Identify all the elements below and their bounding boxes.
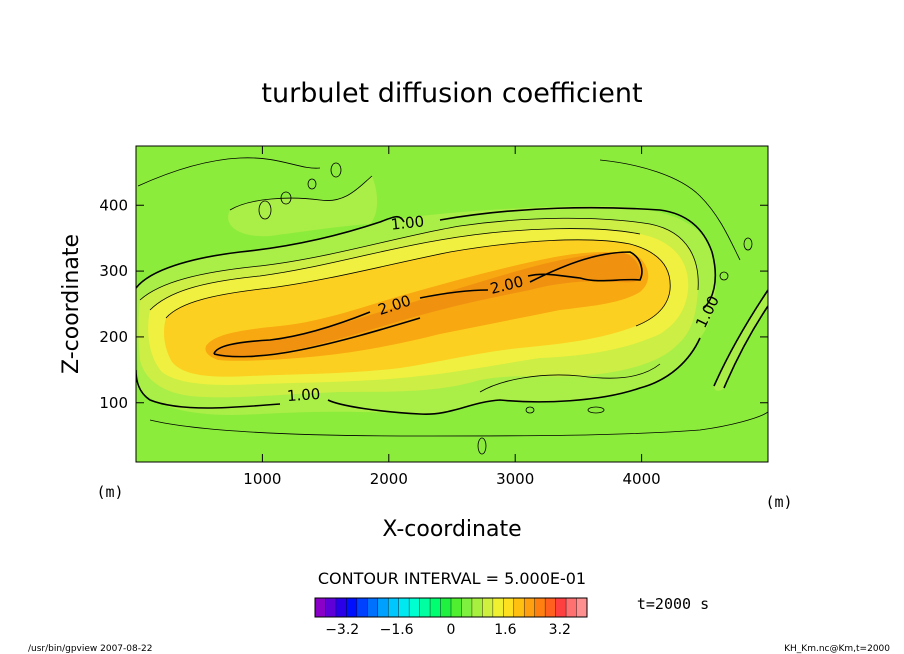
colorbar-swatch xyxy=(315,598,326,617)
chart-title: turbulet diffusion coefficient xyxy=(261,78,642,109)
colorbar-swatch xyxy=(440,598,452,617)
level-6-fill xyxy=(214,252,641,358)
time-label: t=2000 s xyxy=(637,595,709,613)
right-band-fill xyxy=(714,290,768,391)
colorbar-tick-label: −1.6 xyxy=(380,622,414,638)
contour-line xyxy=(136,369,281,409)
contour-loop xyxy=(743,237,753,251)
contour-loop xyxy=(280,191,292,205)
colorbar-swatch xyxy=(398,598,410,617)
contour-line xyxy=(327,337,701,415)
y-tick-label: 300 xyxy=(99,262,128,280)
y-tick-label: 100 xyxy=(99,394,128,412)
colorbar-swatch xyxy=(576,598,588,617)
colorbar-tick-label: 3.2 xyxy=(549,622,571,638)
colorbar-swatch xyxy=(503,598,515,617)
footer-left: /usr/bin/gpview 2007-08-22 xyxy=(28,644,152,654)
contour-lines xyxy=(136,157,768,455)
contour-loop xyxy=(258,200,272,220)
x-unit-left: (m) xyxy=(96,483,123,501)
contour-label: 1.00 xyxy=(390,212,425,233)
colorbar-swatch xyxy=(388,598,400,617)
colorbar-swatch xyxy=(430,598,441,617)
contour-line xyxy=(137,157,321,187)
colorbar xyxy=(314,597,588,618)
colorbar-swatch xyxy=(482,598,494,617)
colorbar-frame xyxy=(314,597,588,618)
contour-line xyxy=(599,159,741,261)
x-axis-label: X-coordinate xyxy=(382,517,521,542)
x-unit-right: (m) xyxy=(765,493,792,511)
y-tick-label: 200 xyxy=(99,328,128,346)
colorbar-swatch xyxy=(356,598,368,617)
footer-right: KH_Km.nc@Km,t=2000 xyxy=(784,644,890,654)
contour-line xyxy=(419,289,489,299)
colorbar-tick-label: 1.6 xyxy=(494,622,516,638)
colorbar-swatch xyxy=(451,598,462,617)
colorbar-swatch xyxy=(461,598,473,617)
contour-loop xyxy=(330,162,342,178)
colorbar-swatch xyxy=(377,598,389,617)
contour-line xyxy=(165,239,671,327)
contour-loop xyxy=(525,406,535,414)
contour-line xyxy=(136,215,405,289)
contour-line xyxy=(149,411,768,437)
x-tick-label: 3000 xyxy=(496,470,534,488)
colorbar-swatch xyxy=(325,598,337,617)
colorbar-swatch xyxy=(545,598,557,617)
plot-frame xyxy=(135,145,769,463)
colorbar-swatch xyxy=(524,598,536,617)
contour-line xyxy=(149,228,641,311)
colorbar-swatch xyxy=(566,598,577,617)
colorbar-swatch xyxy=(492,598,504,617)
colorbar-swatch xyxy=(419,598,431,617)
colorbar-tick-label: −3.2 xyxy=(325,622,359,638)
contour-line xyxy=(723,305,768,389)
upper-blobs-fill xyxy=(228,176,378,237)
colorbar-swatch xyxy=(346,598,358,617)
contour-loop xyxy=(587,406,605,414)
contour-interval: CONTOUR INTERVAL = 5.000E-01 xyxy=(318,569,586,588)
colorbar-swatch xyxy=(513,598,525,617)
contour-line xyxy=(527,251,643,283)
colorbar-tick-label: 0 xyxy=(447,622,456,638)
contour-line xyxy=(713,289,768,387)
x-axis-ticks: 1000 2000 3000 4000 xyxy=(243,146,661,488)
contour-line xyxy=(139,217,699,301)
contour-label: 1.00 xyxy=(286,385,321,405)
x-tick-label: 2000 xyxy=(370,470,408,488)
colorbar-swatch xyxy=(534,598,546,617)
contour-loop xyxy=(477,437,487,455)
y-axis-label: Z-coordinate xyxy=(59,234,84,374)
colorbar-swatch xyxy=(555,598,567,617)
colorbar-swatch xyxy=(335,598,347,617)
colorbar-tick-labels: −3.2 −1.6 0 1.6 3.2 xyxy=(325,622,571,638)
colorbar-swatch xyxy=(471,598,483,617)
contour-loop xyxy=(719,271,729,281)
y-tick-label: 400 xyxy=(99,196,128,214)
contour-line xyxy=(439,206,717,309)
x-tick-label: 4000 xyxy=(623,470,661,488)
colorbar-swatch xyxy=(367,598,379,617)
contour-line xyxy=(229,175,373,211)
contour-line xyxy=(479,363,661,393)
contour-plot-area: 1.00 1.00 1.00 2.00 2.00 xyxy=(136,146,768,462)
colorbar-swatch xyxy=(409,598,421,617)
y-axis-ticks: 100 200 300 400 xyxy=(99,196,768,412)
contour-line xyxy=(213,317,421,358)
contour-line xyxy=(213,311,371,355)
x-tick-label: 1000 xyxy=(243,470,281,488)
contour-loop xyxy=(307,178,317,190)
